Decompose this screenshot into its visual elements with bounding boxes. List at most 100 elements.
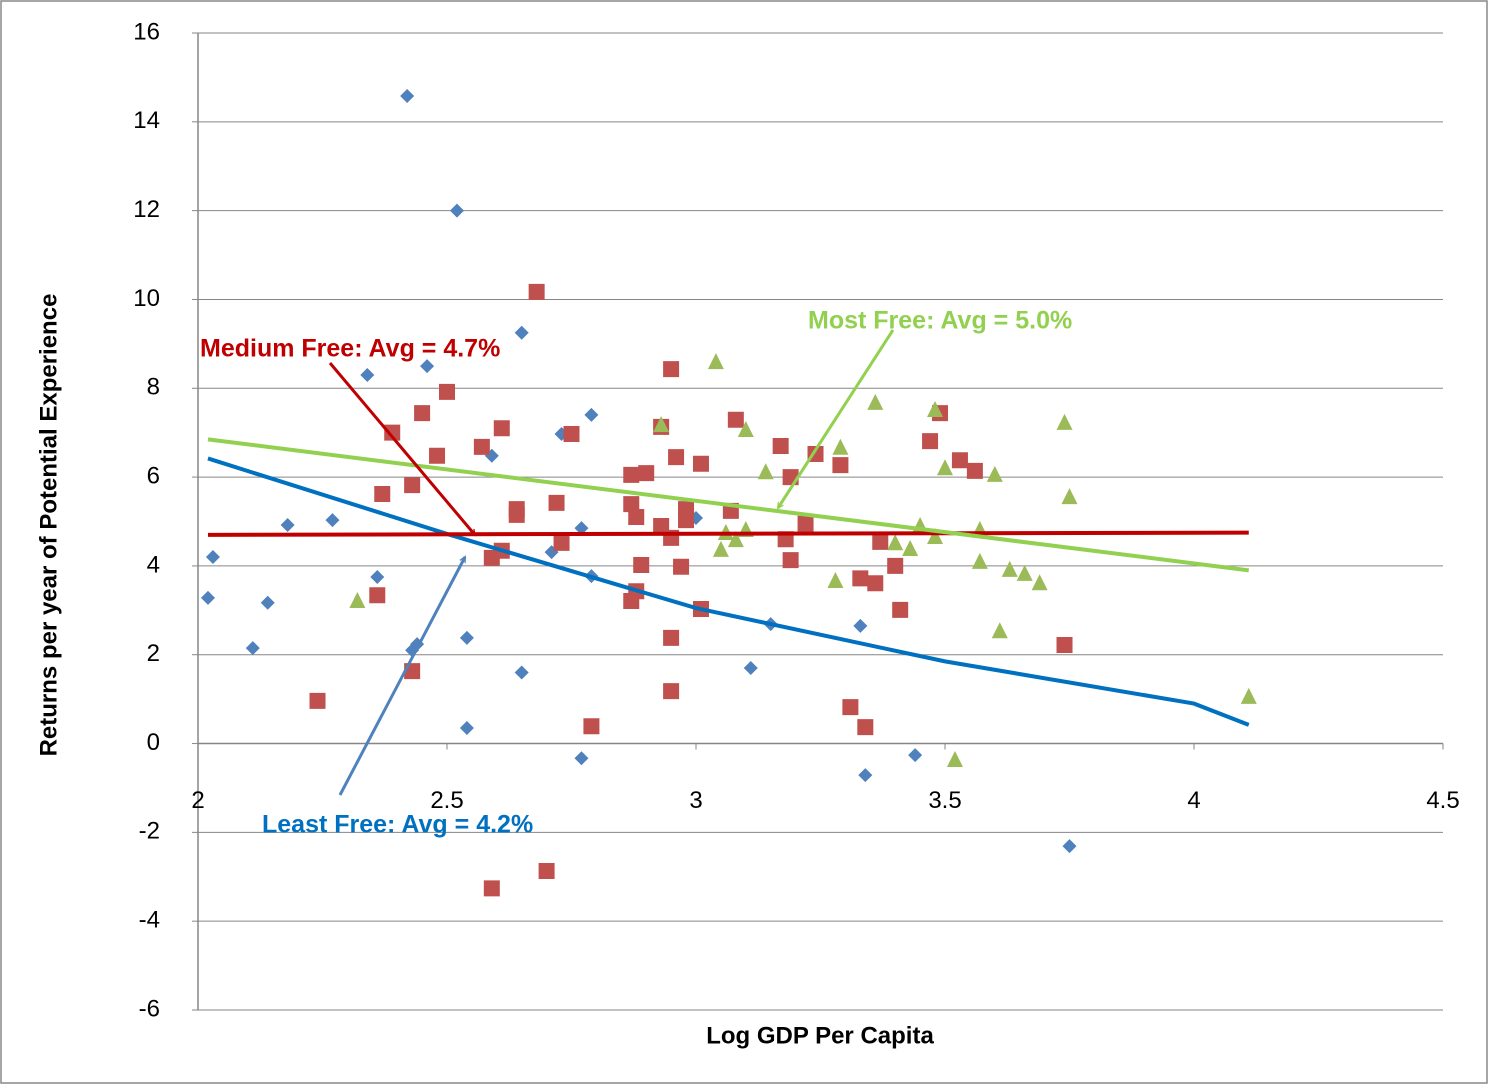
data-point: [1061, 488, 1078, 505]
data-point: [927, 401, 944, 418]
data-point: [638, 465, 655, 482]
y-tick-label: -2: [139, 818, 160, 845]
data-point: [400, 89, 415, 104]
data-point: [349, 591, 366, 608]
x-tick-label: 4: [1187, 787, 1200, 814]
data-point: [360, 367, 375, 382]
data-point: [404, 477, 421, 494]
data-point: [205, 550, 220, 565]
data-point: [628, 509, 645, 526]
y-tick-label: -4: [139, 907, 160, 934]
data-point: [514, 325, 529, 340]
data-point: [867, 575, 884, 592]
data-point: [574, 751, 589, 766]
data-point: [727, 531, 744, 548]
annotation: Least Free: Avg = 4.2%: [262, 811, 533, 839]
data-point: [908, 748, 923, 763]
data-point: [892, 601, 909, 618]
data-point: [459, 721, 474, 736]
x-tick-label: 2: [191, 787, 204, 814]
data-point: [986, 465, 1003, 482]
data-point: [872, 533, 889, 550]
data-point: [325, 513, 340, 528]
data-point: [966, 462, 983, 479]
data-point: [414, 405, 431, 422]
data-point: [937, 459, 953, 476]
data-point: [827, 572, 844, 589]
data-point: [574, 521, 589, 536]
x-tick-label: 3: [689, 787, 702, 814]
data-point: [384, 424, 401, 441]
data-point: [623, 466, 640, 483]
data-point: [797, 515, 814, 532]
data-point: [623, 496, 640, 513]
data-point: [927, 528, 944, 545]
data-point: [633, 557, 650, 574]
y-tick-label: 8: [147, 374, 160, 401]
data-point: [991, 622, 1008, 639]
data-point: [1056, 413, 1073, 430]
x-tick-label: 2.5: [430, 787, 463, 814]
data-point: [583, 718, 600, 735]
data-point: [1031, 574, 1048, 591]
data-point: [842, 699, 859, 716]
data-point: [429, 447, 446, 464]
annotation-arrow: [328, 362, 477, 537]
data-point: [678, 512, 695, 529]
data-point: [245, 641, 260, 656]
data-point: [514, 665, 529, 680]
data-point: [832, 438, 849, 455]
data-point: [673, 558, 690, 575]
data-point: [902, 540, 919, 557]
data-point: [922, 433, 939, 450]
y-tick-label: 12: [133, 196, 160, 223]
annotation-arrow: [776, 329, 895, 510]
data-point: [493, 420, 510, 437]
y-tick-label: 14: [133, 107, 160, 134]
x-axis-title: Log GDP Per Capita: [706, 1022, 934, 1049]
y-tick-label: 4: [147, 551, 160, 578]
data-point: [370, 570, 385, 585]
data-point: [971, 552, 988, 569]
y-tick-label: 6: [147, 462, 160, 489]
annotation: Medium Free: Avg = 4.7%: [200, 335, 500, 363]
data-point: [420, 359, 435, 374]
y-axis-title: Returns per year of Potential Experience: [35, 294, 62, 757]
data-point: [852, 570, 869, 587]
y-tick-label: 16: [133, 18, 160, 45]
data-point: [200, 590, 215, 605]
x-tick-label: 4.5: [1426, 787, 1459, 814]
y-tick-label: -6: [139, 995, 160, 1022]
data-point: [473, 438, 490, 455]
data-point: [1001, 560, 1018, 577]
data-point: [508, 506, 525, 523]
data-point: [553, 534, 570, 551]
trend-line: [207, 437, 1250, 573]
data-point: [309, 692, 326, 709]
y-tick-label: 10: [133, 285, 160, 312]
trend-line: [207, 530, 1249, 537]
data-point: [1062, 839, 1077, 854]
data-point: [887, 534, 904, 551]
data-point: [712, 540, 729, 557]
data-point: [743, 661, 758, 676]
data-point: [548, 494, 565, 511]
annotation: Most Free: Avg = 5.0%: [808, 307, 1072, 335]
data-point: [737, 421, 754, 438]
data-point: [374, 485, 391, 502]
data-point: [858, 768, 873, 783]
data-point: [692, 455, 709, 472]
data-point: [260, 595, 275, 610]
data-point: [707, 353, 724, 370]
data-point: [563, 426, 580, 443]
data-point: [1016, 564, 1033, 581]
data-point: [772, 438, 789, 455]
data-point: [757, 463, 774, 480]
data-point: [727, 411, 744, 428]
y-tick-label: 2: [147, 640, 160, 667]
data-point: [946, 750, 963, 767]
data-point: [584, 407, 599, 422]
data-point: [1240, 687, 1257, 704]
annotation-arrow: [338, 555, 467, 796]
